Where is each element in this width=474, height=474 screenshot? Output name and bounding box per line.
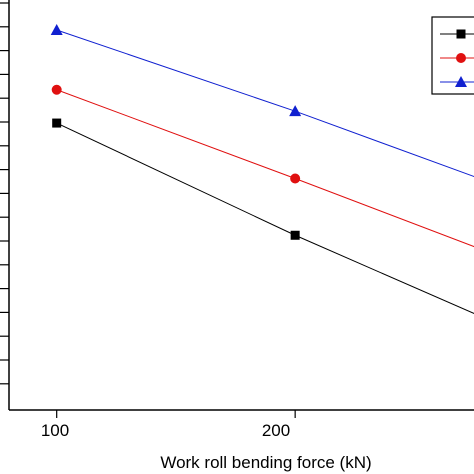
data-point	[290, 173, 301, 184]
data-point	[289, 105, 302, 117]
data-point	[290, 230, 300, 240]
legend-entry	[440, 29, 474, 39]
legend-marker	[456, 53, 466, 63]
series-triangle	[50, 24, 474, 178]
series-circle	[51, 84, 474, 248]
legend-box	[431, 16, 474, 95]
data-point	[52, 118, 62, 128]
legend-marker	[455, 76, 467, 87]
legend	[431, 16, 474, 95]
series-square	[52, 118, 474, 315]
data-point	[51, 84, 62, 95]
data-point	[50, 24, 63, 35]
legend-entry	[440, 76, 474, 87]
x-tick-label: 200	[262, 421, 290, 440]
series-layer	[50, 24, 474, 315]
x-axis-label: Work roll bending force (kN)	[160, 453, 371, 472]
legend-entry	[440, 53, 474, 63]
series-line	[56, 89, 474, 248]
series-line	[56, 29, 474, 178]
series-line	[56, 122, 474, 315]
x-tick-labels: 100 200	[41, 421, 290, 440]
x-tick-label: 100	[41, 421, 69, 440]
legend-marker	[456, 29, 466, 39]
axes	[0, 0, 474, 418]
